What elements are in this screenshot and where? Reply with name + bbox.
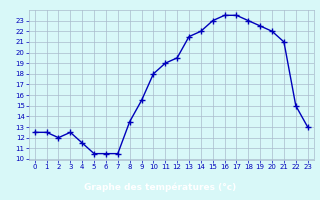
Text: Graphe des températures (°c): Graphe des températures (°c) <box>84 182 236 192</box>
